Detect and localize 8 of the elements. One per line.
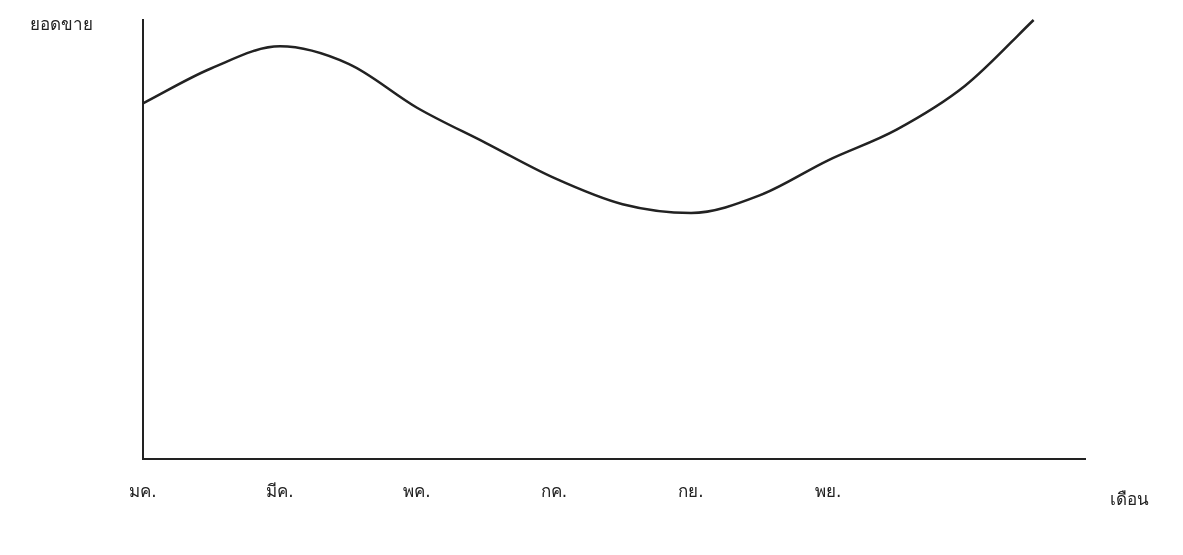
x-tick-label: มีค.	[266, 481, 294, 502]
x-tick-label: กย.	[678, 481, 704, 502]
x-tick-label: กค.	[540, 481, 568, 502]
x-axis-title: เดือน	[1110, 489, 1149, 510]
x-tick-label: มค.	[129, 481, 157, 502]
x-tick-label: พค.	[403, 481, 431, 502]
x-tick-label: พย.	[814, 481, 842, 502]
y-axis-title: ยอดขาย	[30, 14, 93, 35]
